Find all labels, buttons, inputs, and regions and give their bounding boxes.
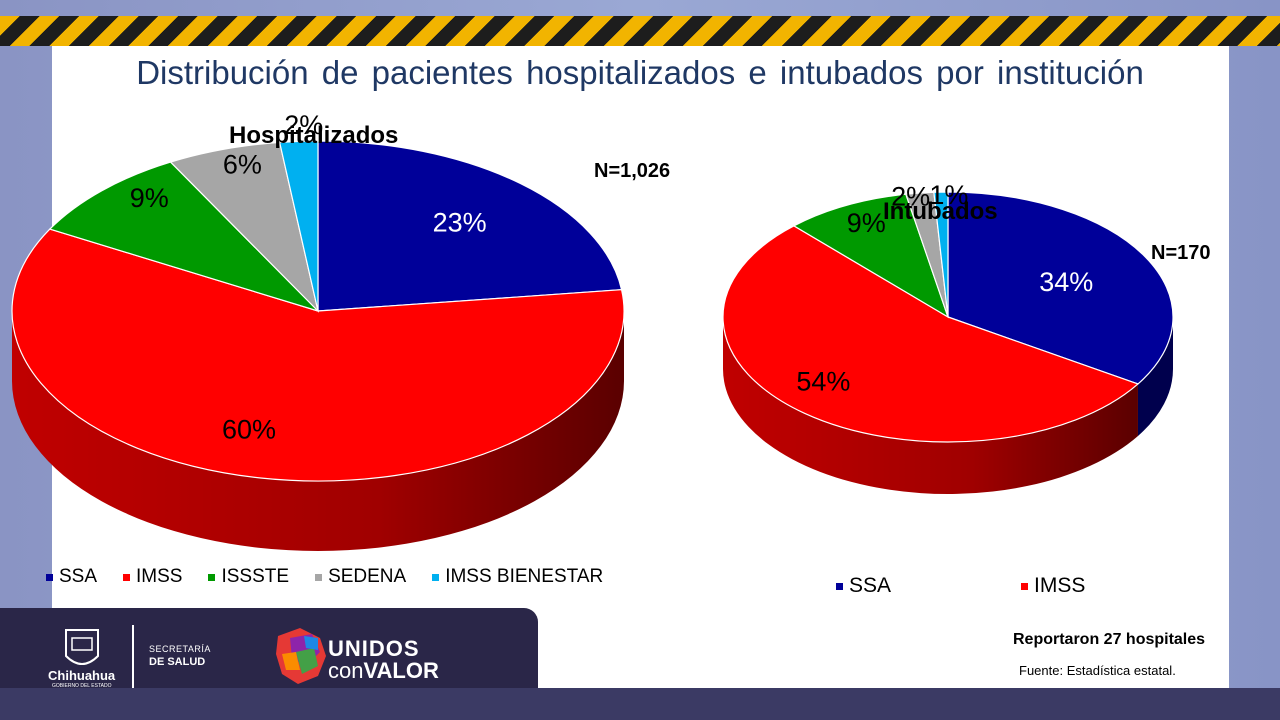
pie-slice-imss-bienestar xyxy=(933,191,949,318)
legend-swatch xyxy=(123,573,131,581)
legend-hospitalizados: SSA IMSS ISSSTE SEDENA IMSS BIENESTAR xyxy=(46,566,629,588)
pie-slice-imss xyxy=(11,228,625,482)
legend-swatch xyxy=(46,573,53,581)
legend-label: IMSS xyxy=(1034,574,1086,597)
data-label-issste: 9% xyxy=(847,208,886,238)
legend-item-imss-bienestar: IMSS BIENESTAR xyxy=(432,566,603,588)
de-salud-label: DE SALUD xyxy=(149,656,206,668)
data-label-issste: 9% xyxy=(130,183,169,213)
legend-item-ssa: SSA xyxy=(836,574,891,598)
legend-item-issste: ISSSTE xyxy=(208,566,289,588)
pie-slice-issste xyxy=(792,193,950,319)
data-label-sedena: 6% xyxy=(223,150,262,180)
legend-item-imss: IMSS xyxy=(123,566,182,588)
data-label-ssa: 34% xyxy=(1039,267,1093,297)
data-label-imss: 54% xyxy=(796,367,850,397)
chihuahua-shield-icon xyxy=(65,629,99,665)
legend-label: IMSS xyxy=(136,566,183,587)
legend-item-imss: IMSS xyxy=(1021,574,1085,598)
data-label-imss-bienestar: 1% xyxy=(929,180,968,210)
n-label-intubados: N=170 xyxy=(1151,242,1211,264)
hospitals-reported-note: Reportaron 27 hospitales xyxy=(1013,631,1206,648)
footer-logo-bar: Chihuahua GOBIERNO DEL ESTADO SECRETARÍA… xyxy=(0,608,538,689)
pie-slice-imss xyxy=(722,225,1140,443)
chihuahua-logo-text: Chihuahua xyxy=(48,668,116,683)
pie-slice-imss-bienestar xyxy=(278,140,319,312)
legend-swatch xyxy=(432,573,440,581)
unidos-con-valor-logo-icon xyxy=(276,628,326,684)
legend-label: SSA xyxy=(849,574,892,597)
intubados-pie: 34% 54% 9%2% 1% xyxy=(722,180,1174,494)
con-valor-logo-text: conVALOR xyxy=(328,658,439,684)
pie-slice-ssa xyxy=(947,191,1174,385)
slide-title: Distribución de pacientes hospitalizados… xyxy=(136,54,1144,91)
legend-swatch xyxy=(208,573,216,581)
data-label-imss-bienestar: 2% xyxy=(284,110,323,140)
chihuahua-logo-subtext: GOBIERNO DEL ESTADO xyxy=(52,683,112,689)
legend-item-ssa: SSA xyxy=(46,566,97,588)
legend-label: ISSSTE xyxy=(221,566,290,587)
legend-item-sedena: SEDENA xyxy=(315,566,406,588)
pie-side-imss xyxy=(722,317,1138,494)
legend-label: SEDENA xyxy=(328,566,407,587)
hospitalizados-pie: 23% 60% 9% 6% 2% xyxy=(11,110,625,551)
legend-intubados: SSA IMSS xyxy=(836,574,1085,598)
data-label-imss: 60% xyxy=(222,415,276,445)
secretaria-label: SECRETARÍA xyxy=(149,644,211,654)
legend-swatch xyxy=(315,573,323,581)
n-label-hospitalizados: N=1,026 xyxy=(594,160,671,182)
pie-side-ssa xyxy=(1137,317,1173,436)
con-logo-text: con xyxy=(328,658,364,683)
legend-label: SSA xyxy=(59,566,98,587)
chart-title-hospitalizados: Hospitalizados xyxy=(229,122,399,149)
pie-side-imss xyxy=(12,311,624,551)
pie-slice-issste xyxy=(48,161,319,312)
hazard-stripe-banner xyxy=(0,16,1280,46)
pie-slice-ssa xyxy=(317,140,623,312)
data-label-ssa: 23% xyxy=(433,208,487,238)
legend-label: IMSS BIENESTAR xyxy=(445,566,604,587)
valor-logo-text: VALOR xyxy=(363,658,439,683)
unidos-logo-text: UNIDOS xyxy=(328,636,420,661)
legend-swatch xyxy=(836,582,843,590)
data-label-sedena: 2% xyxy=(891,181,930,211)
bottom-bar xyxy=(0,688,1280,720)
legend-swatch xyxy=(1021,582,1029,590)
source-note: Fuente: Estadística estatal. xyxy=(1019,663,1176,678)
chart-title-intubados: Intubados xyxy=(883,198,998,225)
